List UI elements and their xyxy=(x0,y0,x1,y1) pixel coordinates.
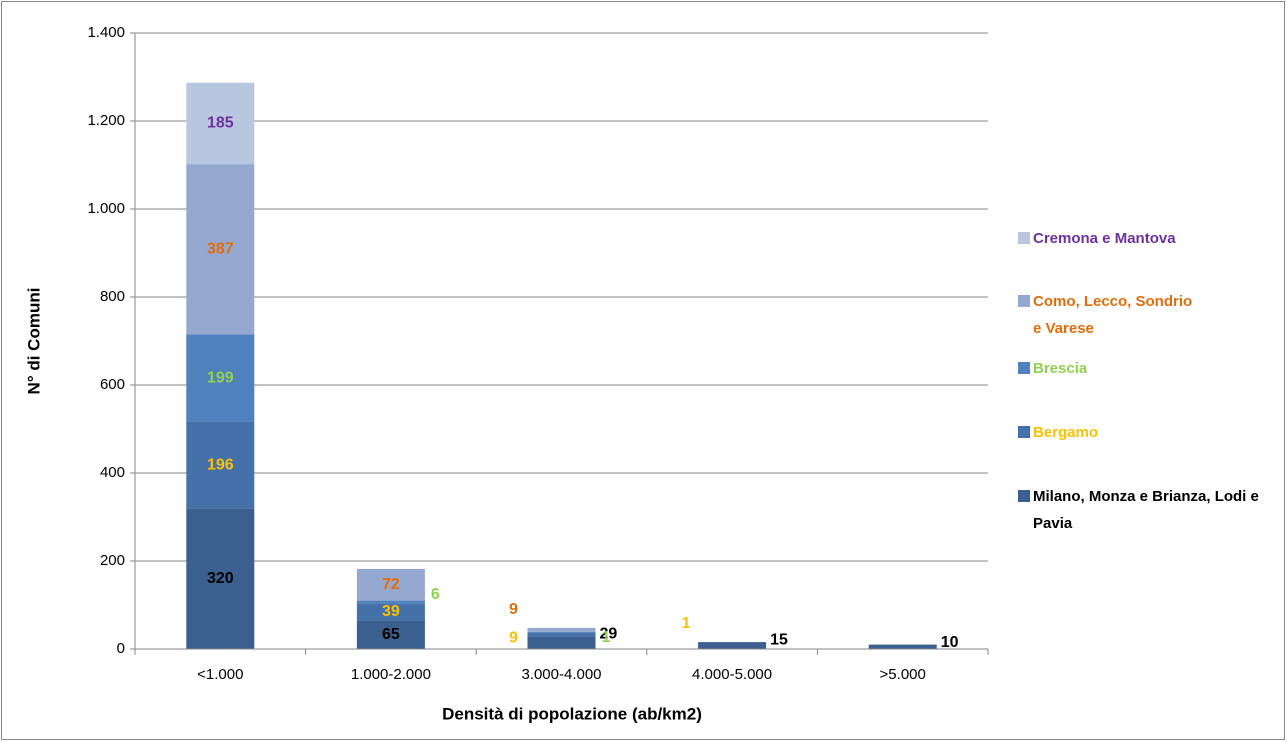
x-tick-label: 1.000-2.000 xyxy=(351,666,431,683)
legend-label: Como, Lecco, Sondrio e Varese xyxy=(1033,293,1193,337)
data-label: 9 xyxy=(509,601,518,618)
legend-item: Bergamo xyxy=(1018,419,1280,446)
data-label: 72 xyxy=(382,576,400,593)
y-tick-label: 400 xyxy=(100,464,125,481)
data-label: 1 xyxy=(682,615,691,632)
bar-segment xyxy=(186,164,255,335)
bar-segment xyxy=(356,620,425,649)
data-label: 65 xyxy=(382,626,400,643)
data-label: 196 xyxy=(207,456,234,473)
legend-label: Milano, Monza e Brianza, Lodi e Pavia xyxy=(1033,488,1259,532)
bar-segment xyxy=(356,600,425,604)
y-axis-title: N° di Comuni xyxy=(24,288,43,395)
bar-segment xyxy=(186,334,255,422)
x-tick-label: >5.000 xyxy=(880,666,926,683)
y-tick-label: 1.400 xyxy=(87,24,125,41)
bar-segment xyxy=(698,642,767,649)
data-label: 320 xyxy=(207,570,234,587)
x-tick-label: 3.000-4.000 xyxy=(521,666,601,683)
y-tick-label: 600 xyxy=(100,376,125,393)
legend-swatch xyxy=(1018,362,1030,374)
legend-item: Cremona e Mantova xyxy=(1018,225,1280,252)
y-tick-label: 1.200 xyxy=(87,112,125,129)
y-tick-label: 800 xyxy=(100,288,125,305)
legend-item: Brescia xyxy=(1018,355,1280,382)
legend-swatch xyxy=(1018,426,1030,438)
bar-segment xyxy=(356,568,425,601)
legend-item: Milano, Monza e Brianza, Lodi e Pavia xyxy=(1018,483,1280,537)
x-tick-label: <1.000 xyxy=(197,666,243,683)
y-tick-label: 1.000 xyxy=(87,200,125,217)
data-label: 387 xyxy=(207,240,234,257)
y-tick-label: 0 xyxy=(117,640,125,657)
data-label: 6 xyxy=(431,586,440,603)
data-label: 39 xyxy=(382,603,400,620)
bar-segment xyxy=(527,632,596,637)
x-tick-label: 4.000-5.000 xyxy=(692,666,772,683)
bar-segment xyxy=(186,421,255,509)
legend-swatch xyxy=(1018,295,1030,307)
legend-label: Bergamo xyxy=(1033,424,1099,441)
legend-label: Brescia xyxy=(1033,360,1088,377)
data-label: 9 xyxy=(509,629,518,646)
bar-segment xyxy=(527,636,596,649)
data-label: 29 xyxy=(600,625,618,642)
legend-swatch xyxy=(1018,490,1030,502)
data-label: 199 xyxy=(207,369,234,386)
data-label: 10 xyxy=(941,634,959,651)
legend-label: Cremona e Mantova xyxy=(1033,230,1176,247)
legend-item: Como, Lecco, Sondrio e Varese xyxy=(1018,288,1280,342)
bar-segment xyxy=(356,603,425,621)
y-tick-label: 200 xyxy=(100,552,125,569)
bar-segment xyxy=(186,82,255,165)
bar-segment xyxy=(868,644,937,649)
data-label: 1 xyxy=(602,629,611,646)
bar-segment xyxy=(186,508,255,649)
data-label: 15 xyxy=(770,632,788,649)
x-axis-title: Densità di popolazione (ab/km2) xyxy=(442,704,702,723)
data-label: 185 xyxy=(207,115,234,132)
bar-segment xyxy=(527,627,596,632)
legend-swatch xyxy=(1018,232,1030,244)
